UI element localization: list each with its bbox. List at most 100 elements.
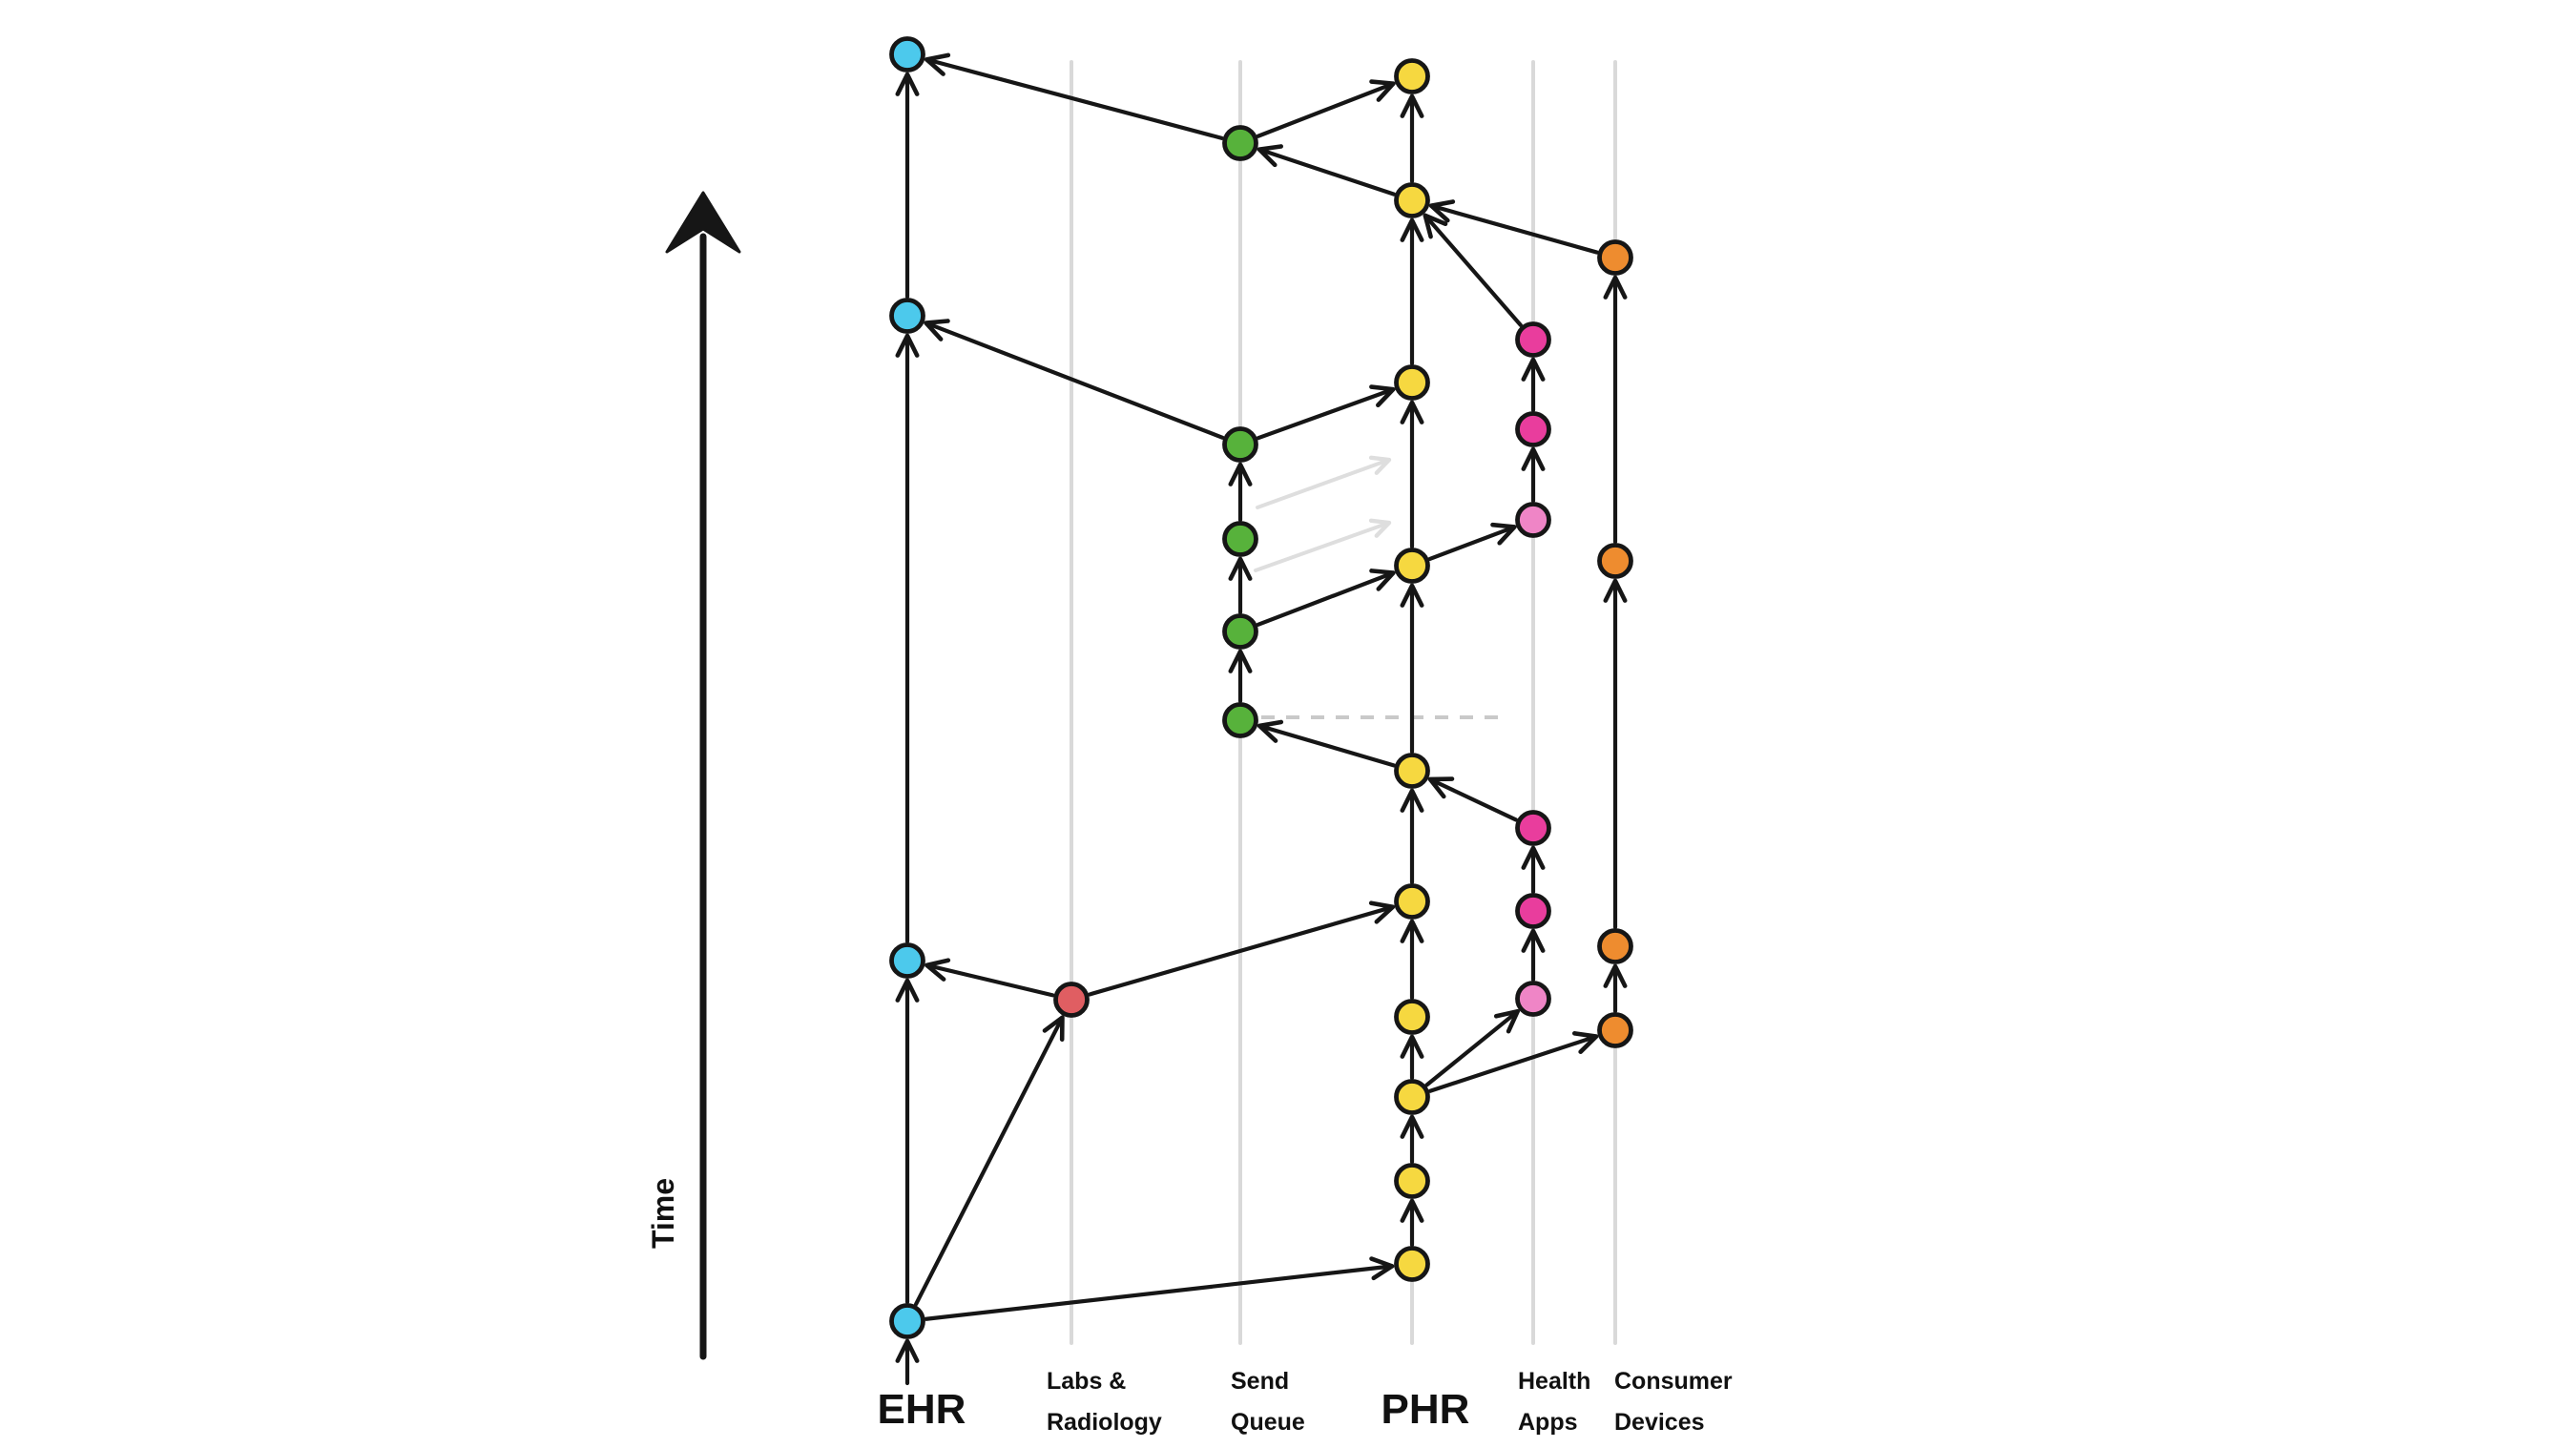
arrowhead: [1369, 384, 1396, 408]
lane-label-phr: PHR: [1381, 1386, 1470, 1433]
edge-line: [924, 57, 1224, 140]
arrowhead: [1228, 462, 1253, 486]
arrowhead: [1603, 963, 1628, 988]
arrowhead: [1042, 1015, 1065, 1042]
node-ehr-ehr-bottom: [889, 1303, 925, 1339]
node-phr-phr-8: [1394, 1079, 1430, 1115]
node-health-apps-ha-4: [1515, 810, 1551, 846]
node-health-apps-ha-3: [1515, 502, 1551, 538]
edge-line: [1256, 81, 1396, 138]
arrowhead: [1400, 217, 1424, 242]
edge-line: [1427, 776, 1519, 822]
node-phr-phr-4: [1394, 548, 1430, 584]
arrowhead: [924, 52, 951, 76]
lane-label-labs-radiology-line1: Labs &: [1047, 1368, 1126, 1395]
node-send-queue-sq-top: [1222, 125, 1258, 161]
node-consumer-devices-cd-4: [1597, 1012, 1633, 1048]
node-phr-phr-7: [1394, 999, 1430, 1035]
arrowhead: [1521, 357, 1546, 382]
edge-line: [1088, 904, 1395, 997]
arrowhead: [1228, 556, 1253, 581]
arrowhead: [1428, 199, 1456, 223]
edge-line: [1423, 213, 1523, 328]
node-ehr-ehr-upper: [889, 298, 925, 334]
time-axis-arrowhead-icon: [665, 191, 741, 254]
arrowhead: [1400, 1034, 1424, 1059]
node-ehr-ehr-mid: [889, 942, 925, 979]
node-health-apps-ha-5: [1515, 893, 1551, 929]
node-health-apps-ha-6: [1515, 981, 1551, 1017]
arrowhead: [1427, 776, 1455, 799]
node-phr-phr-9: [1394, 1163, 1430, 1199]
arrowhead: [1400, 919, 1424, 943]
edge-line: [1254, 521, 1391, 572]
arrowhead: [1368, 900, 1396, 924]
arrowhead: [1400, 583, 1424, 608]
node-send-queue-sq-1: [1222, 702, 1258, 738]
arrowhead: [1400, 400, 1424, 424]
edge-line: [924, 962, 1055, 998]
lane-label-consumer-devices-line2: Devices: [1614, 1409, 1705, 1436]
node-phr-phr-3: [1394, 364, 1430, 401]
arrowhead: [895, 333, 920, 358]
lane-label-health-apps-line1: Health: [1518, 1368, 1590, 1395]
arrowhead: [895, 978, 920, 1003]
node-send-queue-sq-3: [1222, 521, 1258, 557]
lane-label-health-apps-line2: Apps: [1518, 1409, 1578, 1436]
edge-line: [913, 1015, 1065, 1307]
edge-line: [1424, 1009, 1520, 1087]
arrowhead: [1369, 79, 1396, 102]
node-health-apps-ha-2: [1515, 411, 1551, 447]
edge-line: [1427, 1034, 1599, 1093]
arrowhead: [1423, 213, 1448, 239]
node-send-queue-sq-4: [1222, 426, 1258, 463]
edge-line: [924, 321, 1225, 440]
edge-line: [1256, 387, 1396, 441]
arrowhead: [1521, 446, 1546, 471]
arrowhead: [1400, 788, 1424, 813]
edge-line: [1257, 723, 1396, 768]
lane-label-send-queue-line1: Send: [1231, 1368, 1289, 1395]
lane-label-ehr: EHR: [878, 1386, 966, 1433]
edge-line: [1429, 203, 1599, 255]
arrowhead: [1369, 569, 1396, 591]
arrowhead: [1490, 522, 1517, 546]
node-consumer-devices-cd-2: [1597, 543, 1633, 579]
node-labs-radiology-labs-result: [1053, 982, 1090, 1018]
arrowhead: [1228, 649, 1253, 673]
arrowhead: [1368, 518, 1392, 538]
arrowhead: [1603, 275, 1628, 300]
arrowhead: [1400, 1114, 1424, 1139]
node-phr-phr-top: [1394, 58, 1430, 94]
lane-label-labs-radiology-line2: Radiology: [1047, 1409, 1162, 1436]
node-phr-phr-5: [1394, 753, 1430, 789]
node-consumer-devices-cd-3: [1597, 928, 1633, 964]
arrowhead: [1603, 578, 1628, 603]
arrowhead: [1400, 1198, 1424, 1223]
edge-line: [1256, 570, 1396, 627]
lane-label-consumer-devices-line1: Consumer: [1614, 1368, 1733, 1395]
arrowhead: [924, 958, 951, 982]
arrowhead: [895, 1338, 920, 1363]
edge-line: [924, 1264, 1395, 1321]
node-phr-phr-6: [1394, 883, 1430, 920]
edge-line: [1256, 458, 1391, 509]
arrowhead: [1257, 719, 1284, 743]
arrowhead: [1369, 1256, 1395, 1281]
time-axis-label: Time: [646, 1178, 680, 1249]
node-phr-phr-2: [1394, 182, 1430, 218]
lane-label-send-queue-line2: Queue: [1231, 1409, 1305, 1436]
arrowhead: [1368, 455, 1392, 475]
node-health-apps-ha-top: [1515, 321, 1551, 358]
node-ehr-ehr-top: [889, 36, 925, 72]
node-send-queue-sq-2: [1222, 613, 1258, 650]
arrowhead: [924, 319, 950, 341]
edge-line: [1427, 525, 1517, 562]
arrowhead: [1521, 845, 1546, 870]
arrowhead: [1493, 1008, 1520, 1034]
arrowhead: [1521, 928, 1546, 953]
arrowhead: [1257, 144, 1283, 168]
arrowhead: [1400, 93, 1424, 118]
